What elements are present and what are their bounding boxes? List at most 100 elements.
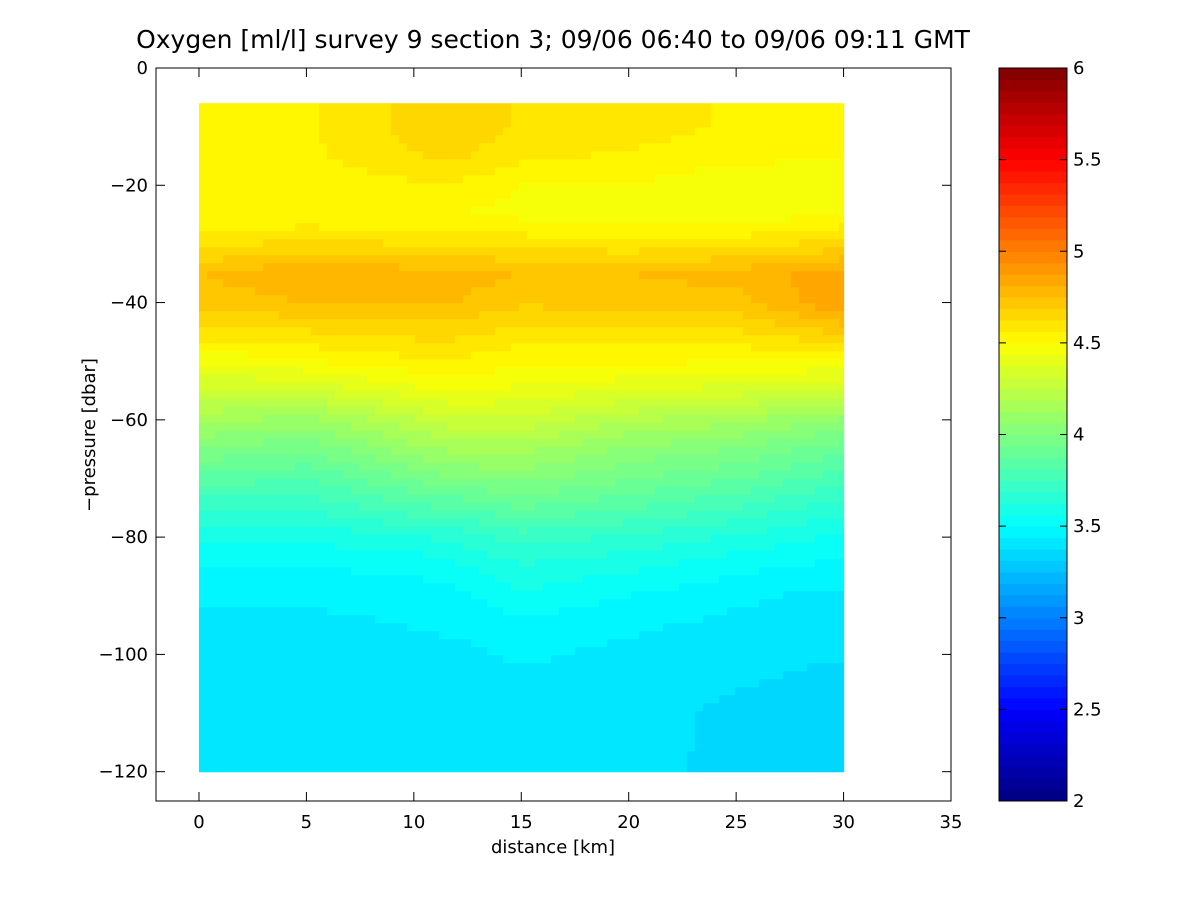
heatmap-cell: [254, 223, 264, 232]
heatmap-cell: [534, 479, 544, 488]
heatmap-cell: [334, 143, 344, 152]
heatmap-cell: [350, 391, 360, 400]
heatmap-cell: [462, 391, 472, 400]
heatmap-cell: [350, 119, 360, 128]
heatmap-cell: [342, 551, 352, 560]
heatmap-cell: [318, 519, 328, 528]
heatmap-cell: [446, 479, 456, 488]
heatmap-cell: [510, 183, 520, 192]
heatmap-cell: [510, 327, 520, 336]
heatmap-cell: [662, 375, 672, 384]
heatmap-cell: [494, 447, 504, 456]
heatmap-cell: [446, 151, 456, 160]
heatmap-cell: [310, 495, 320, 504]
heatmap-cell: [654, 239, 664, 248]
heatmap-cell: [590, 439, 600, 448]
heatmap-cell: [286, 151, 296, 160]
heatmap-cell: [798, 159, 808, 168]
heatmap-cell: [262, 463, 272, 472]
heatmap-cell: [646, 359, 656, 368]
heatmap-cell: [638, 239, 648, 248]
heatmap-cell: [614, 167, 624, 176]
heatmap-cell: [246, 191, 256, 200]
heatmap-cell: [686, 119, 696, 128]
heatmap-cell: [246, 471, 256, 480]
heatmap-cell: [766, 199, 776, 208]
heatmap-cell: [582, 479, 592, 488]
heatmap-cell: [254, 247, 264, 256]
heatmap-cell: [686, 127, 696, 136]
heatmap-cell: [502, 287, 512, 296]
heatmap-cell: [398, 567, 408, 576]
heatmap-cell: [798, 439, 808, 448]
heatmap-cell: [446, 503, 456, 512]
heatmap-cell: [550, 471, 560, 480]
heatmap-cell: [254, 335, 264, 344]
heatmap-cell: [758, 199, 768, 208]
heatmap-cell: [590, 559, 600, 568]
heatmap-cell: [582, 247, 592, 256]
heatmap-cell: [374, 487, 384, 496]
heatmap-cell: [518, 175, 528, 184]
heatmap-cell: [422, 439, 432, 448]
heatmap-cell: [550, 239, 560, 248]
heatmap-cell: [766, 327, 776, 336]
heatmap-cell: [254, 375, 264, 384]
heatmap-cell: [798, 343, 808, 352]
heatmap-cell: [486, 567, 496, 576]
heatmap-cell: [606, 199, 616, 208]
heatmap-cell: [790, 519, 800, 528]
heatmap-cell: [694, 135, 704, 144]
heatmap-cell: [558, 495, 568, 504]
heatmap-cell: [206, 279, 216, 288]
heatmap-cell: [198, 135, 208, 144]
heatmap-cell: [830, 375, 840, 384]
heatmap-cell: [334, 319, 344, 328]
heatmap-cell: [486, 135, 496, 144]
heatmap-cell: [622, 575, 632, 584]
heatmap-cell: [534, 591, 544, 600]
heatmap-cell: [310, 503, 320, 512]
heatmap-cell: [326, 175, 336, 184]
heatmap-cell: [310, 447, 320, 456]
heatmap-cell: [534, 127, 544, 136]
heatmap-cell: [470, 143, 480, 152]
heatmap-cell: [422, 375, 432, 384]
heatmap-cell: [678, 415, 688, 424]
heatmap-cell: [286, 415, 296, 424]
heatmap-cell: [366, 375, 376, 384]
heatmap-cell: [558, 439, 568, 448]
heatmap-cell: [270, 407, 280, 416]
heatmap-cell: [350, 503, 360, 512]
heatmap-cell: [398, 487, 408, 496]
heatmap-cell: [286, 247, 296, 256]
heatmap-cell: [422, 415, 432, 424]
heatmap-cell: [838, 231, 845, 240]
heatmap-cell: [494, 567, 504, 576]
heatmap-cell: [414, 103, 424, 112]
heatmap-cell: [470, 271, 480, 280]
heatmap-cell: [198, 519, 208, 528]
heatmap-cell: [366, 343, 376, 352]
heatmap-cell: [502, 319, 512, 328]
heatmap-cell: [534, 335, 544, 344]
heatmap-cell: [814, 215, 824, 224]
heatmap-cell: [782, 519, 792, 528]
heatmap-cell: [374, 215, 384, 224]
heatmap-cell: [254, 503, 264, 512]
heatmap-cell: [486, 463, 496, 472]
heatmap-cell: [662, 103, 672, 112]
heatmap-cell: [606, 335, 616, 344]
heatmap-cell: [798, 455, 808, 464]
heatmap-cell: [454, 415, 464, 424]
heatmap-cell: [542, 495, 552, 504]
heatmap-cell: [670, 559, 680, 568]
heatmap-cell: [726, 159, 736, 168]
heatmap-cell: [406, 327, 416, 336]
heatmap-cell: [518, 551, 528, 560]
heatmap-cell: [366, 231, 376, 240]
heatmap-cell: [422, 167, 432, 176]
heatmap-cell: [398, 167, 408, 176]
heatmap-cell: [478, 135, 488, 144]
heatmap-cell: [670, 551, 680, 560]
